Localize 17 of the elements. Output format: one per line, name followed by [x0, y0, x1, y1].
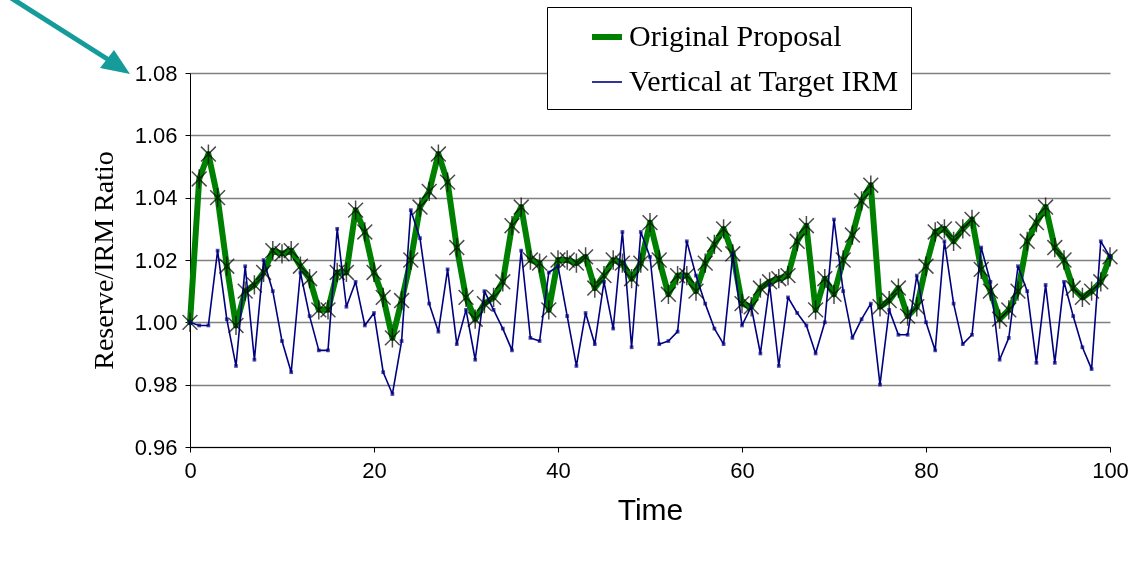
x-axis-title: Time	[617, 492, 684, 526]
y-tick-label: 1.02	[134, 247, 178, 273]
legend-label: Vertical at Target IRM	[629, 64, 899, 97]
x-tick-label: 0	[184, 457, 197, 483]
y-tick-label: 0.98	[134, 372, 178, 398]
x-tick-label: 80	[914, 457, 939, 483]
y-axis-title: Reserve/IRM Ratio	[87, 151, 119, 370]
y-tick-label: 0.96	[134, 434, 178, 460]
x-tick-label: 100	[1092, 457, 1129, 483]
y-tick-label: 1.06	[134, 122, 178, 148]
x-tick-label: 60	[730, 457, 755, 483]
y-tick-label: 1.04	[134, 185, 178, 211]
legend-label: Original Proposal	[629, 19, 842, 52]
x-tick-label: 20	[362, 457, 387, 483]
y-tick-label: 1.00	[134, 309, 178, 335]
x-tick-label: 40	[546, 457, 571, 483]
y-tick-label: 1.08	[134, 60, 178, 86]
